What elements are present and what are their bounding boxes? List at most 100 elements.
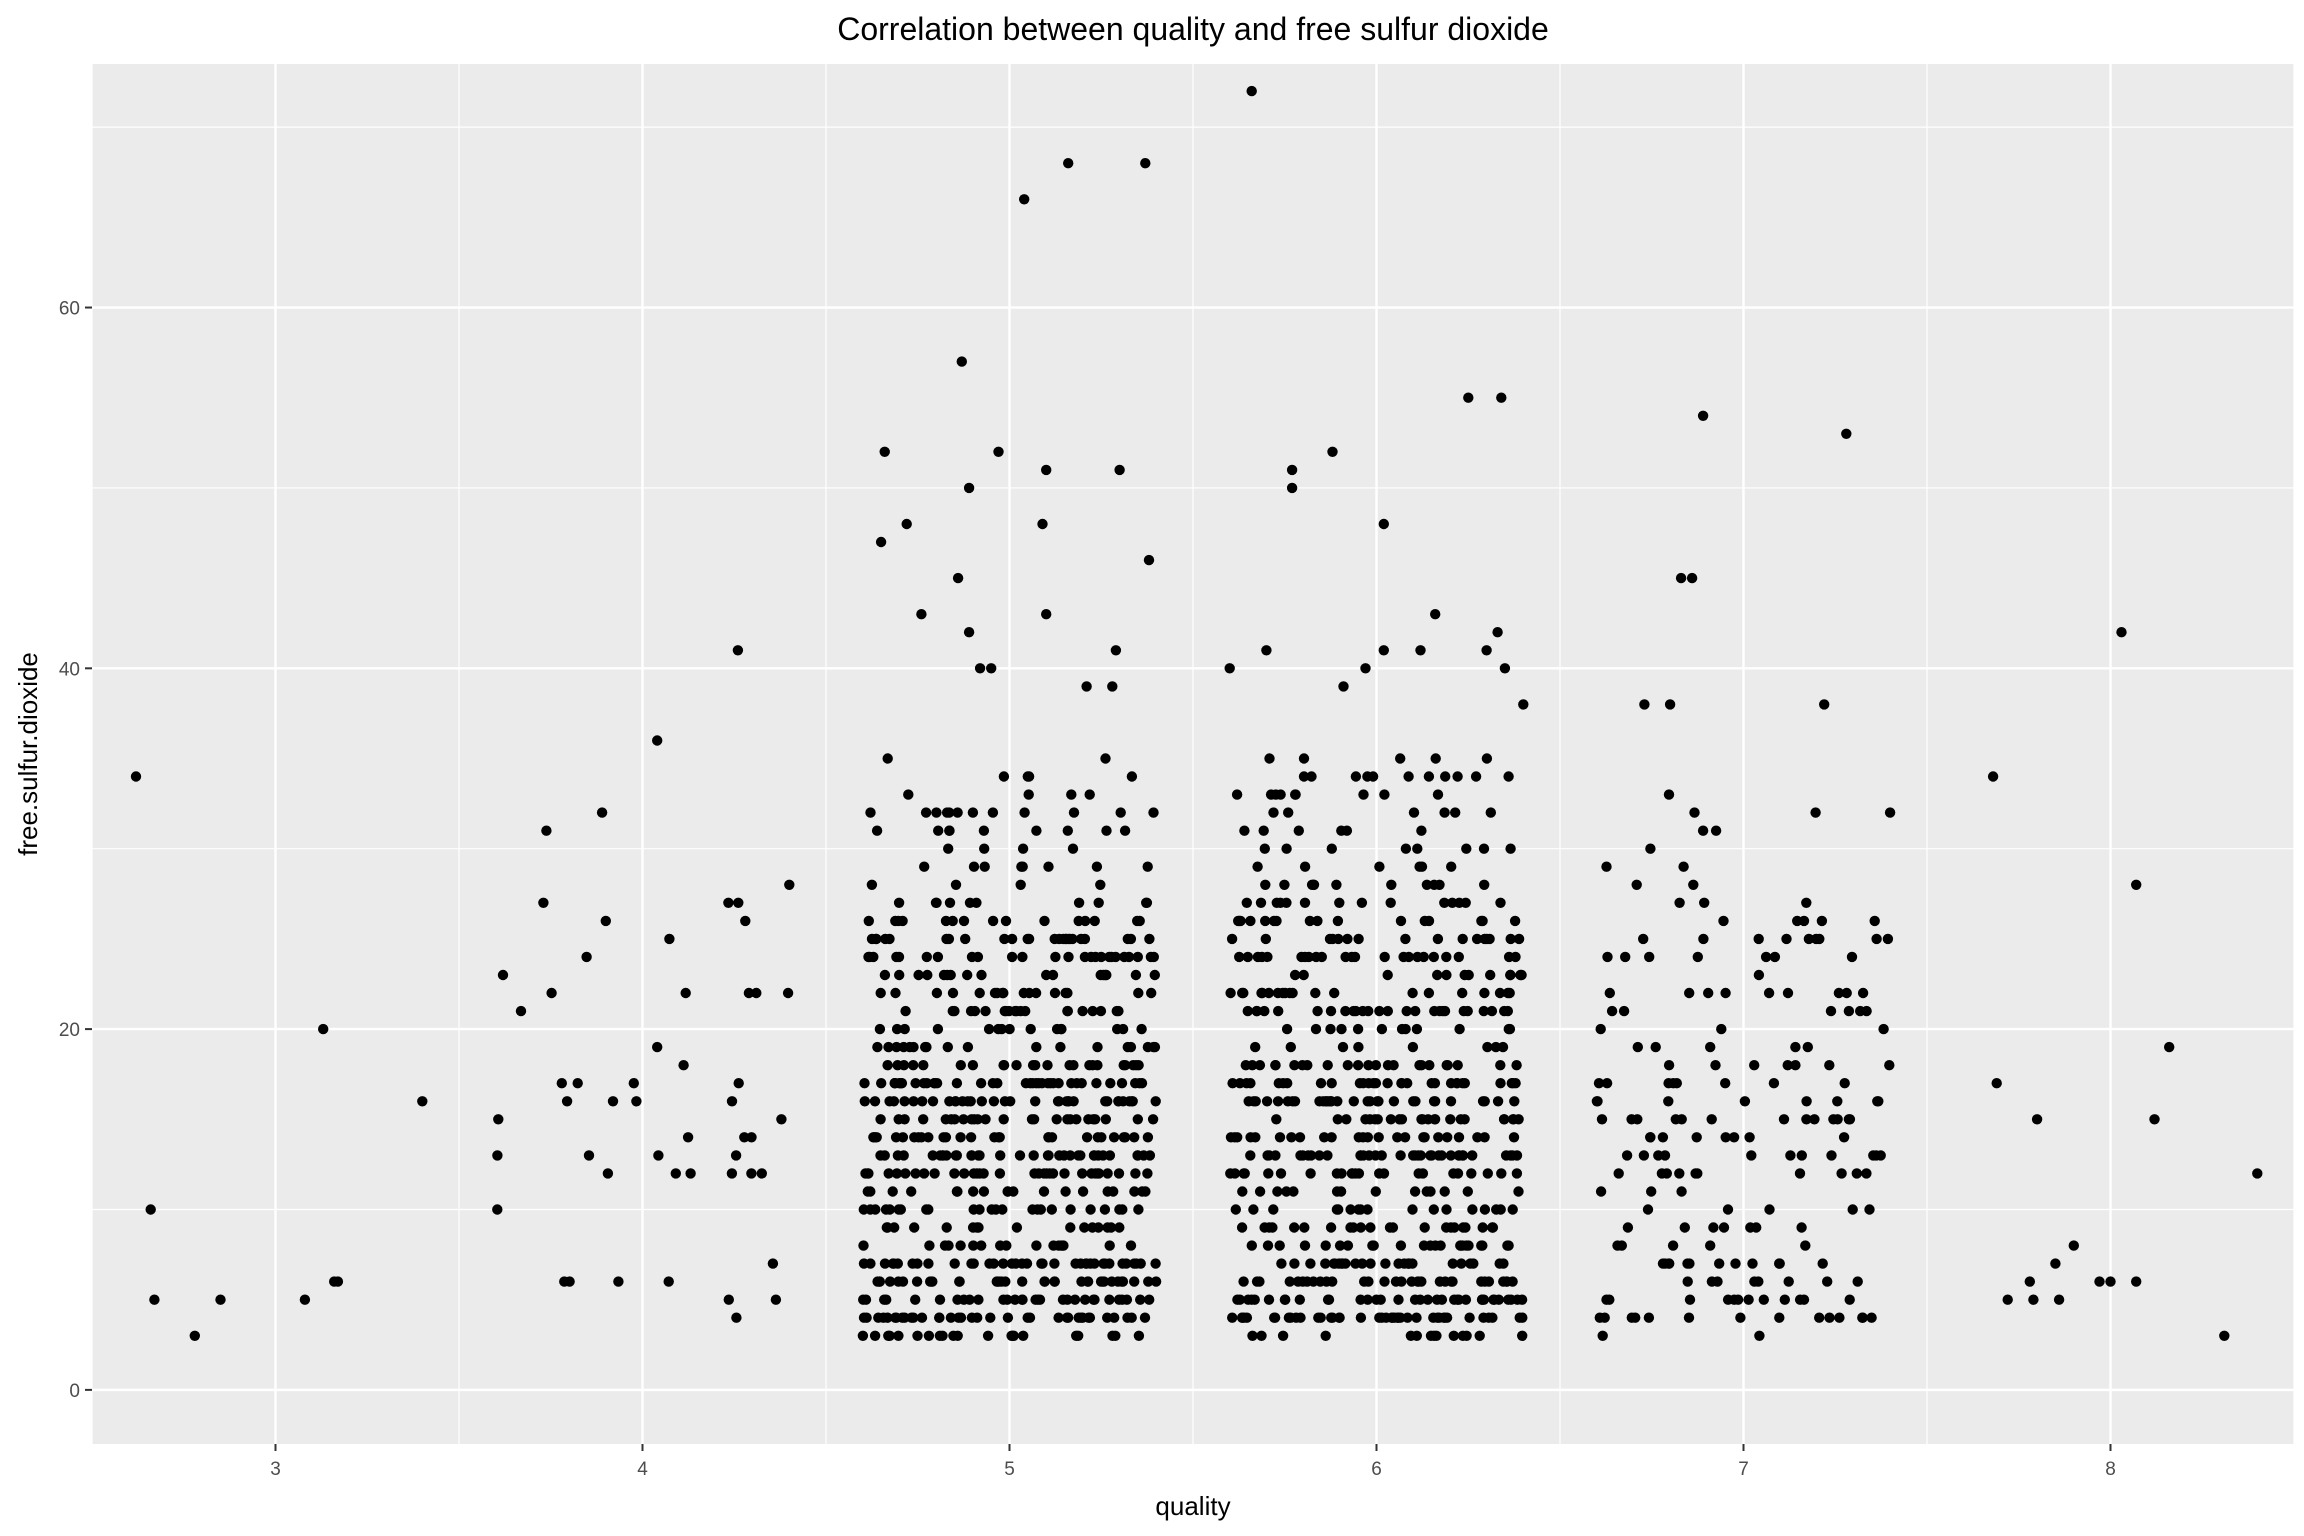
data-point	[871, 1132, 882, 1143]
data-point	[1505, 843, 1516, 854]
data-point	[1102, 1222, 1113, 1233]
data-point	[1062, 825, 1074, 836]
data-point	[1809, 1114, 1820, 1125]
data-point	[1746, 1150, 1757, 1161]
data-point	[1467, 1150, 1478, 1161]
data-point	[939, 1240, 951, 1251]
data-point	[1125, 933, 1137, 945]
data-point	[1271, 1114, 1282, 1125]
data-point	[1439, 897, 1450, 908]
data-point	[1227, 1312, 1238, 1323]
y-axis-ticks: 0 20 40 60	[59, 299, 92, 1402]
data-point	[900, 1168, 911, 1179]
data-point	[1380, 1312, 1392, 1323]
data-point	[1332, 915, 1344, 927]
data-point	[1790, 1060, 1801, 1071]
data-point	[949, 1005, 960, 1017]
data-point	[746, 1132, 757, 1143]
data-point	[918, 1060, 929, 1071]
data-point	[1085, 1204, 1096, 1215]
data-point	[1143, 1276, 1154, 1287]
data-point	[1382, 969, 1393, 981]
data-point	[1320, 1330, 1331, 1342]
data-point	[1371, 1294, 1382, 1305]
data-point	[1118, 1060, 1129, 1071]
data-point	[1308, 879, 1319, 890]
data-point	[1284, 1276, 1296, 1287]
data-point	[967, 807, 979, 818]
data-point	[1763, 987, 1775, 999]
data-point	[888, 1258, 899, 1269]
data-point	[891, 1168, 903, 1179]
data-point	[1353, 1204, 1364, 1215]
data-point	[979, 843, 990, 854]
data-point	[998, 1114, 1009, 1125]
data-point	[934, 1312, 945, 1323]
data-point	[1227, 1078, 1238, 1089]
data-point	[1595, 1023, 1606, 1035]
data-point	[968, 861, 980, 872]
data-point	[1679, 1222, 1691, 1233]
data-point	[872, 1041, 883, 1053]
data-point	[1340, 1258, 1351, 1269]
data-point	[1502, 987, 1514, 999]
data-point	[1254, 1060, 1266, 1071]
data-point	[1089, 1258, 1100, 1269]
data-point	[968, 1204, 979, 1215]
data-point	[1479, 879, 1490, 890]
data-point	[1272, 1096, 1284, 1107]
data-point	[1079, 1294, 1091, 1305]
data-point	[1412, 1276, 1424, 1287]
data-point	[892, 1150, 904, 1161]
data-point	[1441, 951, 1452, 963]
data-point	[581, 951, 592, 963]
data-point	[1463, 392, 1474, 403]
data-point	[859, 1096, 870, 1107]
data-point	[908, 1312, 919, 1323]
data-point	[1400, 933, 1411, 945]
data-point	[1104, 1150, 1116, 1161]
data-point	[1747, 1258, 1758, 1269]
data-point	[1498, 1258, 1509, 1269]
data-point	[1379, 1276, 1390, 1287]
data-point	[2252, 1168, 2263, 1179]
data-point	[1376, 1023, 1388, 1035]
data-point	[1341, 1114, 1352, 1125]
data-point	[1305, 1150, 1317, 1161]
data-point	[1708, 1222, 1719, 1233]
data-point	[1005, 1096, 1016, 1107]
data-point	[1503, 1240, 1514, 1251]
data-point	[1452, 771, 1463, 782]
data-point	[955, 1312, 967, 1323]
data-point	[1735, 1312, 1746, 1323]
data-point	[1467, 1204, 1478, 1215]
data-point	[1119, 951, 1130, 963]
data-point	[906, 1186, 917, 1197]
data-point	[1271, 915, 1282, 927]
data-point	[976, 1096, 987, 1107]
data-point	[130, 771, 142, 782]
data-point	[583, 1150, 595, 1161]
data-point	[1513, 1114, 1524, 1125]
data-point	[653, 1150, 664, 1161]
data-point	[189, 1330, 200, 1342]
data-point	[944, 897, 956, 908]
data-point	[1372, 1114, 1383, 1125]
data-point	[1236, 1222, 1248, 1233]
data-point	[1299, 897, 1311, 908]
data-point	[1020, 1078, 1032, 1089]
data-point	[1705, 1240, 1716, 1251]
data-point	[1077, 1005, 1088, 1017]
data-point	[1272, 1186, 1283, 1197]
data-point	[1084, 1312, 1096, 1323]
data-point	[1042, 1060, 1053, 1071]
data-point	[1108, 1132, 1120, 1143]
data-point	[1415, 1150, 1426, 1161]
data-point	[1336, 825, 1347, 836]
data-point	[1114, 1222, 1125, 1233]
data-point	[1122, 1312, 1133, 1323]
data-point	[2002, 1294, 2013, 1305]
data-point	[1148, 807, 1159, 818]
data-point	[985, 1312, 996, 1323]
data-point	[1083, 1114, 1094, 1125]
